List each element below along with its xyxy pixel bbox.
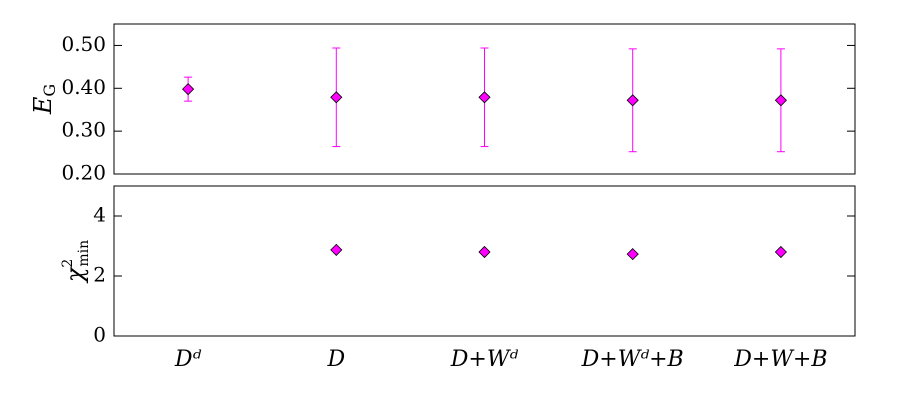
y-tick-label: 0.20 [61, 161, 106, 185]
marker [626, 94, 639, 107]
y-label-sub: G [40, 84, 59, 97]
y-tick-label: 0.50 [61, 32, 106, 56]
y-tick-label: 4 [93, 203, 106, 227]
y-label-base: χ [61, 266, 89, 284]
x-tick-label: Dᵈ [174, 347, 202, 372]
y-axis-label-text: EG [29, 84, 59, 115]
x-tick-label: D+Wᵈ+B [581, 347, 684, 372]
y-label-sub: min [76, 240, 92, 267]
y-label-base: E [29, 96, 57, 115]
y-axis-label-text: χ2min [60, 240, 92, 284]
marker [478, 245, 491, 259]
y-tick-label: 2 [93, 263, 106, 287]
y-label-sup: 2 [60, 259, 76, 268]
y-tick-label: 0.30 [61, 118, 106, 142]
x-tick-label: D+W+B [733, 347, 827, 372]
x-tick-label: D+Wᵈ [450, 347, 519, 372]
y-axis-label: χ2min [60, 240, 92, 284]
plot-frame [113, 185, 856, 337]
marker [330, 91, 343, 104]
marker [478, 91, 491, 104]
y-tick-label: 0.40 [61, 75, 106, 99]
y-axis-label: EG [29, 84, 59, 115]
marker [626, 248, 639, 261]
marker [774, 94, 787, 107]
marker [774, 245, 787, 259]
y-tick-label: 0 [93, 323, 106, 347]
marker [182, 83, 195, 96]
plot-frame [113, 23, 856, 175]
x-tick-label: D [326, 347, 345, 372]
marker [330, 243, 343, 256]
